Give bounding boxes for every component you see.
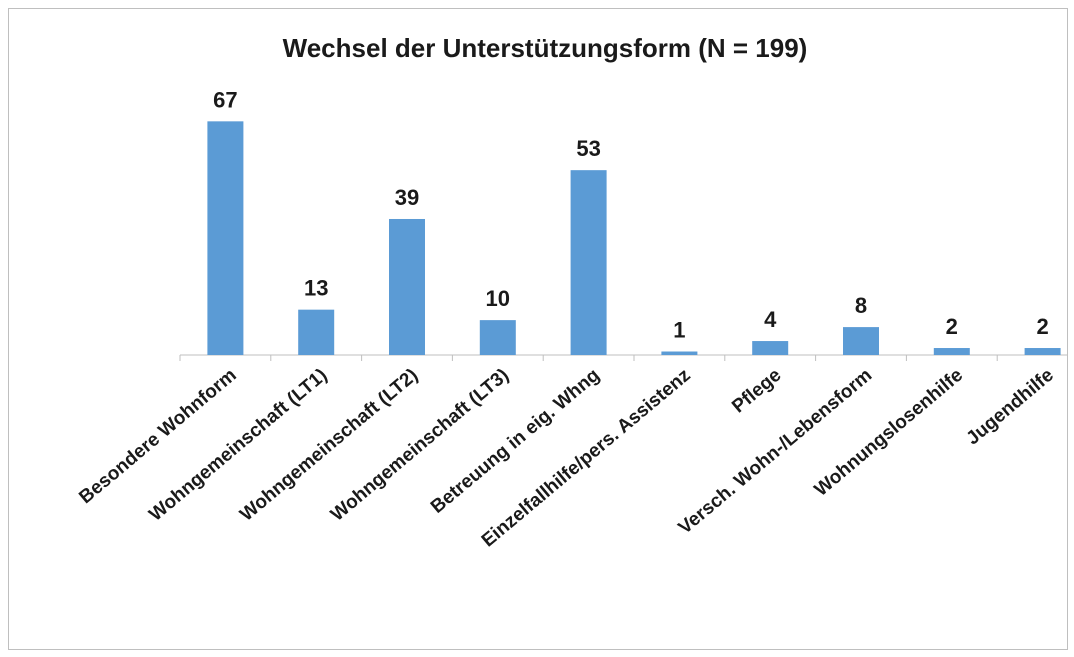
- bar: [479, 320, 516, 355]
- value-label: 67: [213, 87, 237, 112]
- chart-frame: [8, 8, 1068, 650]
- bar: [298, 309, 335, 355]
- value-label: 8: [855, 293, 867, 318]
- value-label: 13: [304, 276, 328, 301]
- bar: [1024, 348, 1061, 355]
- bar: [389, 218, 425, 355]
- bar: [933, 348, 970, 355]
- bar: [207, 121, 244, 356]
- bar: [570, 170, 607, 355]
- bar: [661, 351, 698, 355]
- value-label: 1: [673, 318, 685, 343]
- value-label: 2: [1036, 314, 1048, 339]
- value-label: 10: [486, 286, 510, 311]
- chart-title: Wechsel der Unterstützungsform (N = 199): [283, 33, 808, 63]
- bar: [752, 341, 789, 355]
- value-label: 4: [764, 307, 777, 332]
- value-label: 39: [395, 185, 419, 210]
- bar: [843, 327, 879, 355]
- value-label: 2: [946, 314, 958, 339]
- value-label: 53: [576, 136, 600, 161]
